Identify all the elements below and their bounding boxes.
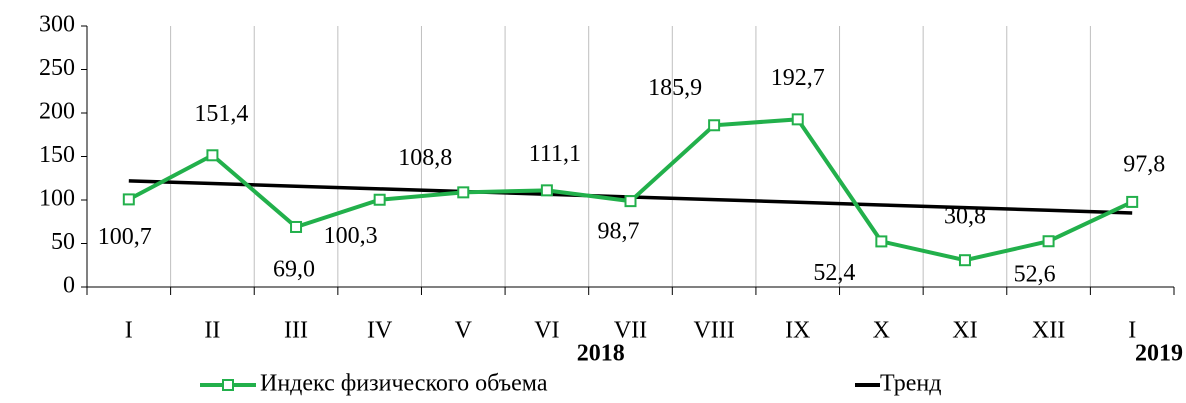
x-tick-label: III (284, 318, 308, 344)
x-tick-label: II (204, 318, 220, 344)
marker (624, 195, 637, 208)
data-label: 97,8 (1123, 151, 1165, 177)
category-group: 2019 (1135, 341, 1183, 367)
data-label: 151,4 (194, 101, 248, 127)
y-tick-label: 300 (39, 12, 75, 38)
legend-marker (222, 379, 234, 391)
y-tick-label: 150 (39, 142, 75, 168)
category-group: 2018 (577, 341, 625, 367)
x-tick-label: XI (952, 318, 977, 344)
data-label: 108,8 (398, 145, 452, 171)
x-tick-label: V (455, 318, 473, 344)
y-tick-label: 50 (51, 229, 75, 255)
data-label: 100,7 (98, 224, 152, 250)
x-tick-label: I (1128, 318, 1136, 344)
marker (708, 119, 721, 132)
marker (1042, 235, 1055, 248)
marker (457, 186, 470, 199)
legend-label: Индекс физического объема (260, 371, 548, 397)
legend-label: Тренд (880, 371, 941, 397)
y-tick-label: 0 (63, 273, 75, 299)
marker (1126, 195, 1139, 208)
x-tick-label: XII (1032, 318, 1065, 344)
marker (540, 184, 553, 197)
x-tick-label: VIII (693, 318, 734, 344)
y-tick-label: 250 (39, 55, 75, 81)
marker (373, 193, 386, 206)
marker (206, 149, 219, 162)
data-label: 52,6 (1014, 262, 1056, 288)
marker (122, 193, 135, 206)
x-tick-label: I (125, 318, 133, 344)
x-tick-label: IX (785, 318, 810, 344)
marker (290, 220, 303, 233)
x-tick-label: IV (367, 318, 393, 344)
data-label: 98,7 (598, 219, 640, 245)
y-tick-label: 100 (39, 186, 75, 212)
x-tick-label: X (873, 318, 890, 344)
marker (875, 235, 888, 248)
data-label: 111,1 (529, 141, 581, 167)
data-label: 100,3 (324, 223, 378, 249)
marker (958, 254, 971, 267)
data-label: 69,0 (273, 256, 315, 282)
data-label: 185,9 (648, 75, 702, 101)
y-tick-label: 200 (39, 99, 75, 125)
x-tick-label: VII (614, 318, 647, 344)
data-label: 192,7 (771, 65, 825, 91)
marker (791, 113, 804, 126)
data-label: 30,8 (944, 204, 986, 230)
x-tick-label: VI (534, 318, 559, 344)
data-label: 52,4 (813, 260, 855, 286)
